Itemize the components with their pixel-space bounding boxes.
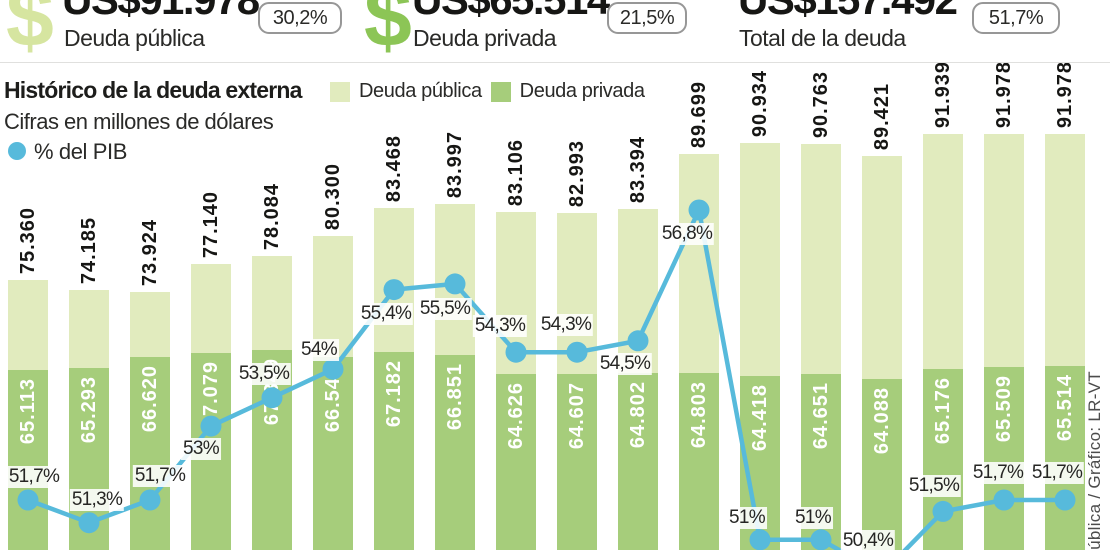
bar-private-value-label: 65.113	[17, 378, 39, 445]
public-debt-swatch	[330, 81, 350, 102]
total-debt-badge: 51,7%	[972, 2, 1060, 34]
bar-public-value-label: 89.421	[870, 82, 894, 150]
bar-private-value-label: 65.176	[932, 377, 954, 445]
bar-private-value-label: 64.607	[566, 382, 588, 450]
bar-public-value-label: 90.934	[748, 69, 772, 137]
bar-private-value-label: 64.803	[688, 381, 710, 449]
pib-percent-label: 55,5%	[417, 297, 473, 320]
bar-private-value-label: 66.542	[322, 365, 344, 433]
pib-percent-label: 51,5%	[906, 475, 962, 498]
pib-percent-label: 51,7%	[132, 465, 188, 487]
bar-private-value-label: 65.293	[78, 376, 100, 444]
bar-public-value-label: 91.978	[1053, 60, 1077, 128]
pib-percent-label: 53,5%	[236, 362, 292, 385]
bar-private-value-label: 66.851	[444, 363, 466, 431]
bar-public-value-label: 78.084	[260, 182, 284, 250]
bar-private-value-label: 65.514	[1054, 374, 1076, 442]
bar-public-value-label: 75.360	[16, 206, 40, 274]
pib-percent-label: 51,3%	[69, 488, 125, 511]
pib-dot-icon	[8, 142, 26, 160]
pib-percent-label: 51%	[793, 506, 833, 529]
private-debt-amount: US$65.514	[412, 0, 610, 21]
bar-public-value-label: 90.763	[809, 70, 833, 138]
pib-percent-label: 55,4%	[358, 302, 414, 325]
bar-public-value-label: 83.394	[626, 135, 650, 203]
bar-private-value-label: 67.079	[200, 361, 222, 429]
pib-percent-label: 50,4%	[840, 529, 896, 550]
bar-public-value-label: 83.468	[382, 134, 406, 202]
pib-percent-label: 51,7%	[970, 462, 1026, 484]
dollar-icon: $	[6, 0, 54, 65]
bar-public-value-label: 91.978	[992, 60, 1016, 128]
pib-legend-label: % del PIB	[34, 139, 128, 164]
bar-private-value-label: 65.509	[993, 375, 1015, 443]
pib-percent-label: 51,7%	[6, 466, 62, 488]
bar-public-value-label: 73.924	[138, 218, 162, 286]
total-debt-amount: US$157.492	[738, 0, 958, 21]
pib-percent-label: 53%	[181, 438, 221, 461]
bar-public-value-label: 83.106	[504, 138, 528, 206]
public-debt-badge: 30,2%	[258, 2, 342, 34]
public-debt-label: Deuda pública	[64, 25, 205, 51]
pib-percent-label: 54,5%	[597, 352, 653, 375]
bar-public-value-label: 74.185	[77, 216, 101, 284]
bar-private-value-label: 64.088	[871, 387, 893, 455]
bar-legend: Deuda pública Deuda privada	[330, 80, 645, 103]
bar-public-value-label: 83.997	[443, 130, 467, 198]
chart-title: Histórico de la deuda externa	[4, 77, 302, 103]
bar-private-value-label: 66.620	[139, 365, 161, 433]
bar-private-value-label: 67.182	[383, 360, 405, 428]
private-debt-badge: 21,5%	[607, 2, 687, 34]
pib-percent-label: 54,3%	[538, 314, 594, 337]
bar-private-value-label: 64.418	[749, 384, 771, 452]
bar-public-value-label: 91.939	[931, 60, 955, 128]
pib-percent-label: 56,8%	[659, 223, 715, 245]
dollar-icon: $	[364, 0, 412, 65]
pib-percent-label: 51,7%	[1029, 462, 1085, 484]
pib-percent-label: 54,3%	[472, 315, 528, 338]
bar-private-value-label: 64.626	[505, 382, 527, 450]
source-credit: pública / Gráfico: LR-VT	[1085, 371, 1104, 550]
bar-public-value-label: 89.699	[687, 80, 711, 148]
bar-public-value-label: 80.300	[321, 162, 345, 230]
private-debt-swatch	[490, 81, 511, 102]
total-debt-label: Total de la deuda	[739, 25, 906, 51]
legend-private-label: Deuda privada	[519, 80, 645, 102]
public-debt-amount: US$91.978	[62, 0, 260, 21]
legend-public-label: Deuda pública	[359, 80, 482, 102]
bar-public-value-label: 82.993	[565, 139, 589, 207]
bar-private-value-label: 64.651	[810, 382, 832, 450]
private-debt-label: Deuda privada	[413, 25, 557, 51]
pib-percent-label: 51%	[727, 506, 767, 529]
chart-subtitle: Cifras en millones de dólares	[4, 109, 274, 134]
bar-public-value-label: 77.140	[199, 190, 223, 258]
pib-percent-label: 54%	[299, 339, 339, 362]
header-divider	[0, 62, 1110, 63]
bar-private-value-label: 64.802	[627, 381, 649, 449]
